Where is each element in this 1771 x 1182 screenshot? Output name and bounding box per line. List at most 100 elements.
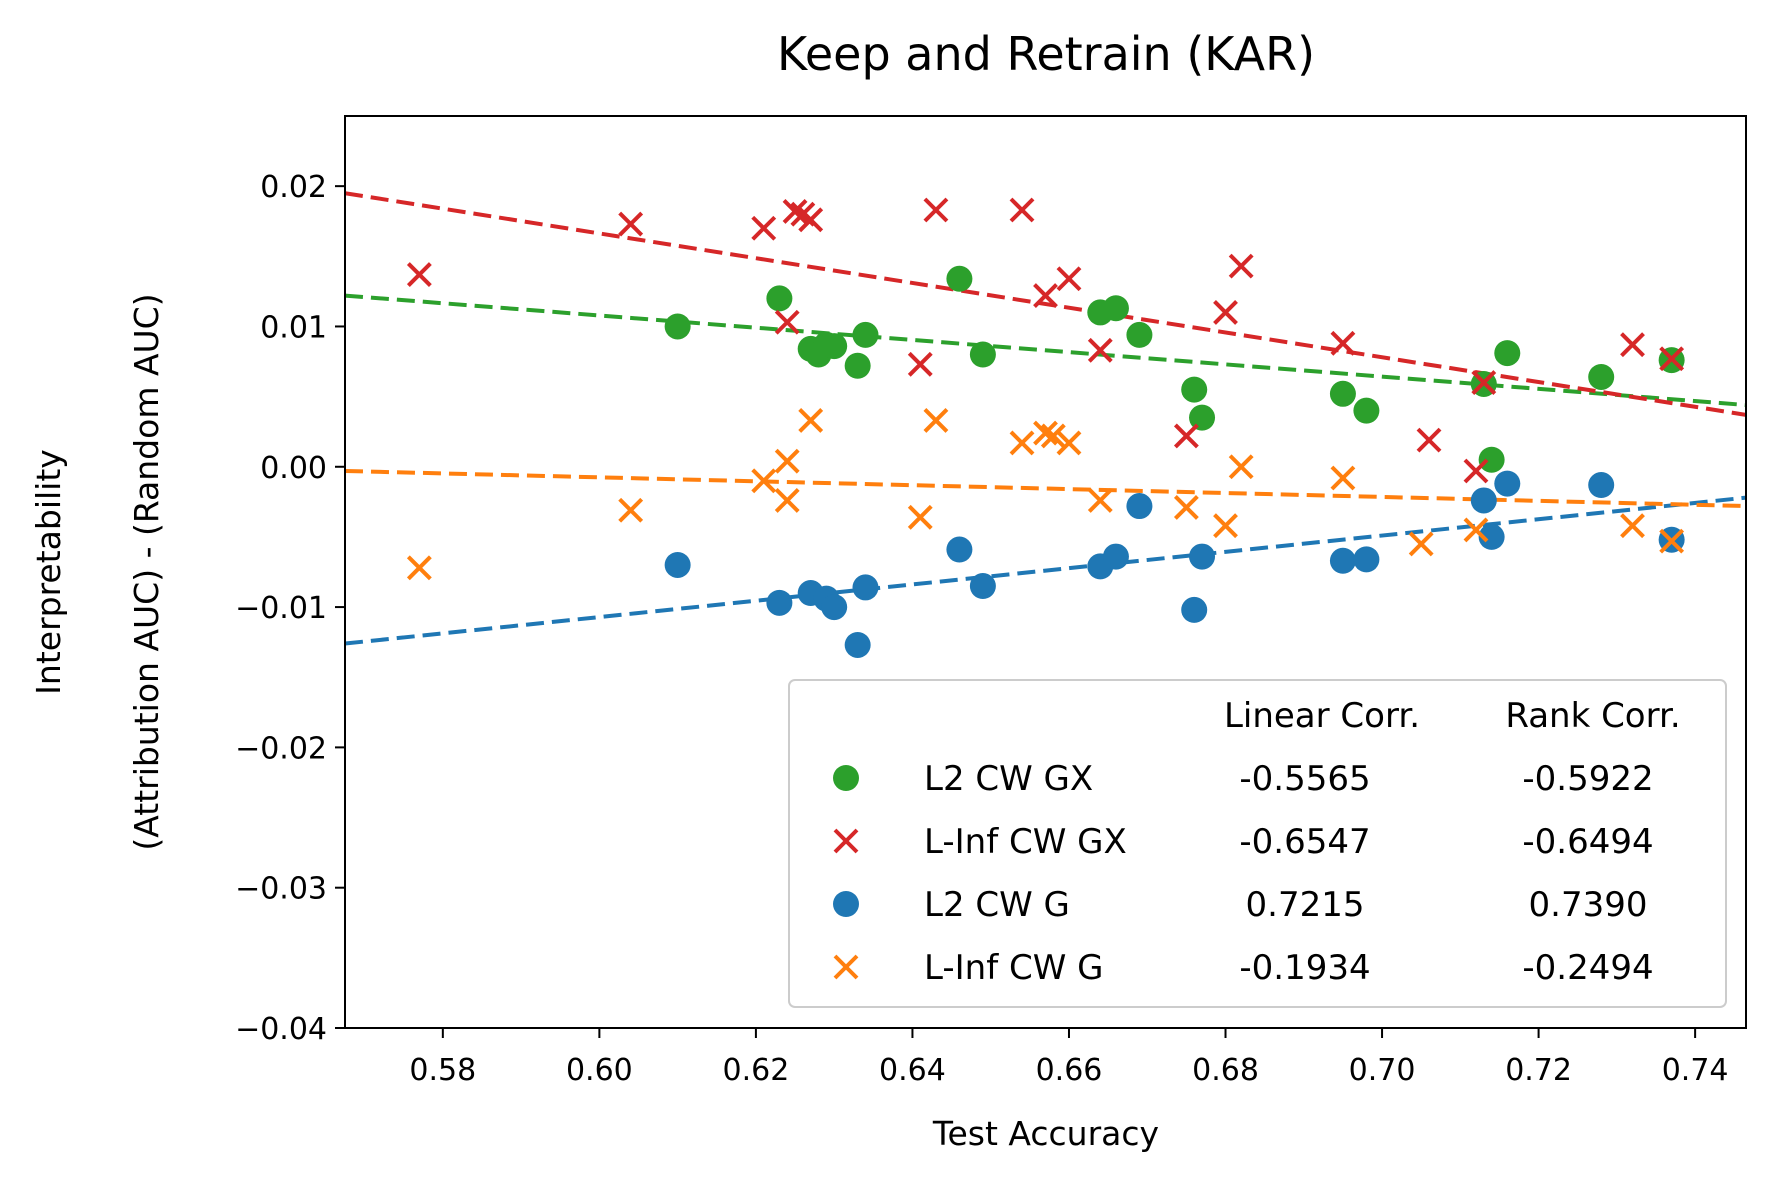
legend-row: L2 CW GX -0.5565 -0.5922 xyxy=(833,759,1654,799)
data-point xyxy=(1408,531,1434,557)
x-tick-label: 0.62 xyxy=(723,1053,790,1088)
y-axis-ticks: 0.02 0.01 0.00 −0.01 −0.02 −0.03 −0.04 xyxy=(235,170,345,1047)
legend-header-rank: Rank Corr. xyxy=(1505,696,1680,736)
x-tick-label: 0.68 xyxy=(1192,1053,1259,1088)
legend-linear-corr: -0.6547 xyxy=(1239,822,1370,862)
data-point xyxy=(1181,376,1208,403)
data-point xyxy=(798,207,824,233)
data-point xyxy=(1329,547,1356,574)
legend-header-linear: Linear Corr. xyxy=(1224,696,1420,736)
data-point xyxy=(1087,488,1113,513)
data-point xyxy=(844,352,871,379)
series-3-points xyxy=(664,470,1685,658)
data-point xyxy=(1087,337,1113,363)
data-point xyxy=(1494,340,1521,367)
data-point xyxy=(406,262,432,287)
data-point xyxy=(1478,523,1505,550)
series-4-points xyxy=(406,408,1685,581)
legend-marker xyxy=(833,891,859,917)
data-point xyxy=(1009,430,1035,456)
legend-rank-corr: -0.2494 xyxy=(1522,948,1653,988)
y-tick-label: −0.03 xyxy=(235,872,327,907)
trend-line-2 xyxy=(345,191,1746,417)
legend-marker xyxy=(833,765,859,791)
legend-rank-corr: 0.7390 xyxy=(1529,885,1648,925)
y-axis-label-line-1: Interpretability xyxy=(29,449,68,695)
y-tick-label: −0.04 xyxy=(235,1012,327,1047)
legend-linear-corr: 0.7215 xyxy=(1246,885,1365,925)
data-point xyxy=(1588,472,1615,499)
y-tick-label: 0.02 xyxy=(260,170,327,205)
data-point xyxy=(1033,420,1058,446)
y-tick-label: −0.02 xyxy=(235,731,327,766)
data-point xyxy=(1181,596,1208,623)
data-point xyxy=(1213,300,1238,325)
data-point xyxy=(907,351,933,377)
y-tick-label: −0.01 xyxy=(235,591,327,626)
legend-series-label: L2 CW GX xyxy=(924,759,1093,799)
data-point xyxy=(1213,513,1238,539)
data-point xyxy=(766,285,793,312)
data-point xyxy=(782,198,808,224)
legend-linear-corr: -0.5565 xyxy=(1239,759,1370,799)
data-point xyxy=(1173,495,1199,520)
data-point xyxy=(821,594,848,621)
data-point xyxy=(1330,330,1356,356)
data-point xyxy=(923,197,949,223)
trend-line-1 xyxy=(345,293,1746,408)
data-point xyxy=(969,341,996,368)
x-tick-label: 0.66 xyxy=(1036,1053,1103,1088)
y-axis-label-line-2: (Attribution AUC) - (Random AUC) xyxy=(127,293,166,850)
data-point xyxy=(1463,517,1489,543)
data-point xyxy=(1173,423,1199,449)
x-tick-label: 0.58 xyxy=(409,1053,476,1088)
data-point xyxy=(1620,513,1645,539)
chart-title: Keep and Retrain (KAR) xyxy=(777,27,1315,81)
data-point xyxy=(1620,332,1645,358)
data-point xyxy=(1478,446,1505,473)
data-point xyxy=(1330,465,1356,491)
data-point xyxy=(751,468,777,494)
data-point xyxy=(1353,546,1380,573)
legend-box xyxy=(788,679,1727,1008)
x-tick-label: 0.60 xyxy=(566,1053,633,1088)
x-axis-ticks: 0.58 0.60 0.62 0.64 0.66 0.68 0.70 0.72 0.74 xyxy=(409,1028,1729,1088)
legend-linear-corr: -0.1934 xyxy=(1239,948,1370,988)
data-point xyxy=(946,265,973,292)
data-point xyxy=(1659,528,1685,554)
data-point xyxy=(907,504,933,530)
data-point xyxy=(1588,363,1615,390)
data-point xyxy=(406,555,432,581)
data-point xyxy=(774,448,800,474)
data-point xyxy=(852,574,879,601)
data-point xyxy=(1102,543,1129,570)
data-point xyxy=(1416,427,1442,453)
legend-series-label: L2 CW G xyxy=(924,885,1070,925)
data-point xyxy=(844,631,871,658)
data-point xyxy=(798,408,824,433)
trend-lines xyxy=(345,191,1746,646)
data-point xyxy=(1353,397,1380,424)
legend-marker xyxy=(833,954,859,980)
data-point xyxy=(774,309,800,335)
x-tick-label: 0.70 xyxy=(1349,1053,1416,1088)
data-point xyxy=(1228,253,1254,279)
x-tick-label: 0.64 xyxy=(879,1053,946,1088)
data-point xyxy=(1033,283,1058,309)
legend-rank-corr: -0.6494 xyxy=(1522,822,1653,862)
legend: Linear Corr. Rank Corr. L2 CW GX -0.5565 -… xyxy=(788,679,1727,1008)
legend-series-label: L-Inf CW G xyxy=(924,948,1103,988)
data-point xyxy=(766,589,793,616)
data-point xyxy=(923,408,949,433)
data-point xyxy=(1040,423,1066,449)
data-point xyxy=(1102,295,1129,322)
series-2-points xyxy=(406,197,1685,484)
data-points xyxy=(406,197,1685,658)
data-point xyxy=(946,536,973,563)
data-point xyxy=(1470,487,1497,514)
data-point xyxy=(969,573,996,600)
data-point xyxy=(1228,454,1254,480)
data-point xyxy=(1056,430,1082,456)
data-point xyxy=(1126,321,1153,348)
